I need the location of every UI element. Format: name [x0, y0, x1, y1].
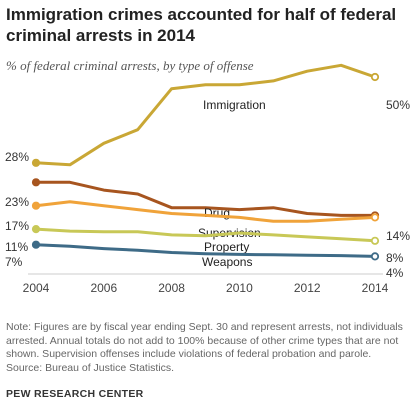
end-value-label-weapons: 4% [386, 266, 404, 280]
start-value-label-weapons: 7% [5, 255, 23, 269]
series-line-supervision [34, 200, 377, 223]
series-name-label-property: Property [204, 240, 249, 254]
note-source: Source: Bureau of Justice Statistics. [6, 361, 175, 374]
series-name-label-weapons: Weapons [202, 255, 252, 269]
data-point-immigration-2014 [370, 72, 380, 82]
note-line-3: shown. Supervision offenses include viol… [6, 348, 372, 360]
start-value-label-property: 11% [5, 240, 28, 254]
series-name-label-immigration: Immigration [203, 98, 266, 112]
end-value-label-supervision: 14% [386, 229, 410, 243]
x-tick-label-2008: 2008 [158, 281, 185, 295]
x-tick-label-2004: 2004 [23, 281, 50, 295]
series-line-weapons [34, 243, 377, 258]
series-line-drug [34, 180, 377, 217]
series-line-immigration [34, 63, 377, 167]
x-tick-label-2014: 2014 [362, 281, 389, 295]
data-point-drug-2004 [31, 178, 41, 187]
x-tick-label-2010: 2010 [226, 281, 253, 295]
end-value-label-property: 8% [386, 251, 404, 265]
data-point-property-2014 [370, 236, 380, 245]
chart-note: Note: Figures are by fiscal year ending … [6, 321, 414, 375]
start-value-label-drug: 23% [5, 195, 29, 209]
data-point-weapons-2014 [370, 252, 380, 261]
title-line-2: criminal arrests in 2014 [6, 26, 196, 45]
x-tick-label-2006: 2006 [90, 281, 117, 295]
line-chart: 2004 2006 2008 2010 2012 2014 28% 50% Immigratio… [5, 63, 410, 295]
x-tick-label-2012: 2012 [294, 281, 321, 295]
end-value-label-immigration: 50% [386, 98, 410, 112]
series-line-property [34, 227, 377, 243]
data-point-supervision-2014 [370, 213, 380, 222]
title-line-1: Immigration crimes accounted for half of… [6, 5, 397, 24]
data-point-weapons-2004 [31, 240, 41, 249]
note-line-1: Note: Figures are by fiscal year ending … [6, 321, 403, 333]
data-point-supervision-2004 [31, 201, 41, 210]
note-line-2: arrested. Annual totals do not add to 10… [6, 334, 399, 347]
chart-title: Immigration crimes accounted for half of… [6, 4, 414, 46]
start-value-label-supervision: 17% [5, 219, 29, 233]
chart-subtitle: % of federal criminal arrests, by type o… [6, 58, 254, 73]
data-point-property-2004 [31, 225, 41, 234]
start-value-label-immigration: 28% [5, 150, 29, 164]
data-point-immigration-2004 [31, 158, 41, 167]
footer-credit: PEW RESEARCH CENTER [6, 388, 144, 400]
